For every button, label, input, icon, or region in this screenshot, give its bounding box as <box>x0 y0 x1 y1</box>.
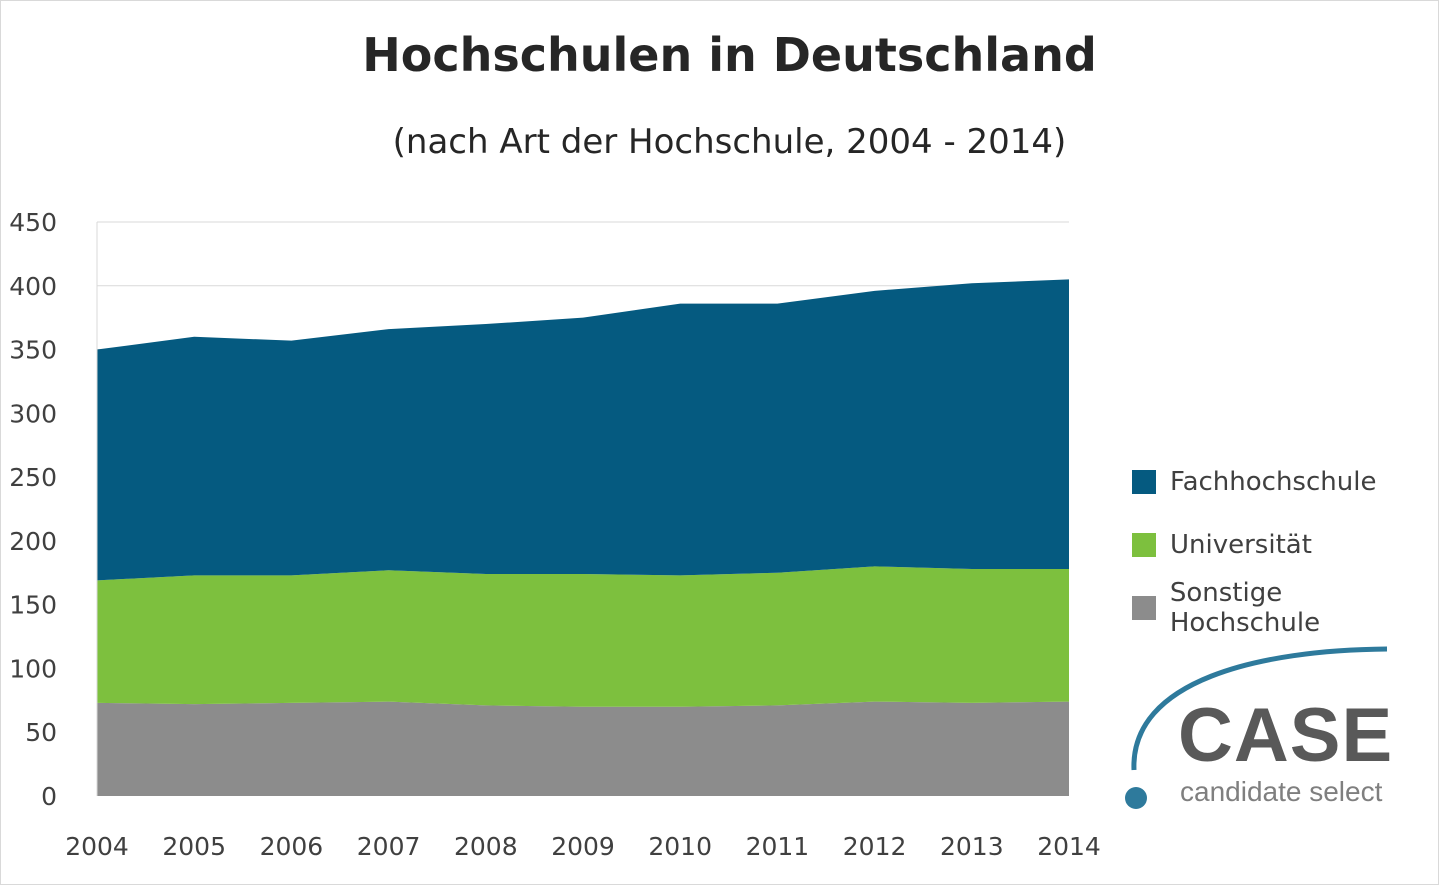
legend-label: Universität <box>1170 529 1312 560</box>
legend-label: Fachhochschule <box>1170 466 1377 497</box>
x-tick-label: 2009 <box>551 832 615 861</box>
legend: Fachhochschule Universität Sonstige Hoch… <box>1132 450 1439 639</box>
x-tick-label: 2011 <box>746 832 810 861</box>
area-fachhochschule <box>97 279 1069 581</box>
area-sonstige-hochschule <box>97 701 1069 796</box>
legend-item-universitaet: Universität <box>1132 513 1439 576</box>
legend-item-sonstige: Sonstige Hochschule <box>1132 576 1439 639</box>
y-tick-label: 0 <box>41 782 57 811</box>
legend-label: Sonstige Hochschule <box>1169 577 1321 638</box>
logo-text: CASE <box>1178 693 1394 778</box>
x-tick-label: 2014 <box>1037 832 1101 861</box>
x-tick-label: 2004 <box>65 832 129 861</box>
y-tick-label: 50 <box>25 718 57 747</box>
x-tick-label: 2007 <box>357 832 421 861</box>
legend-swatch <box>1132 532 1156 557</box>
chart-subtitle: (nach Art der Hochschule, 2004 - 2014) <box>392 122 1067 162</box>
legend-swatch <box>1132 469 1156 494</box>
legend-item-fachhochschule: Fachhochschule <box>1132 450 1439 513</box>
y-tick-label: 350 <box>9 336 57 365</box>
y-tick-label: 200 <box>9 527 57 556</box>
case-logo: CASE candidate select <box>1120 640 1400 820</box>
x-tick-label: 2010 <box>648 832 712 861</box>
chart-title: Hochschulen in Deutschland <box>362 28 1097 82</box>
x-tick-label: 2013 <box>940 832 1004 861</box>
x-tick-label: 2005 <box>162 832 226 861</box>
area-universit-t <box>97 566 1069 707</box>
x-tick-label: 2006 <box>260 832 324 861</box>
x-tick-label: 2012 <box>843 832 907 861</box>
logo-tagline: candidate select <box>1180 776 1383 807</box>
y-tick-label: 250 <box>9 463 57 492</box>
legend-swatch <box>1132 595 1156 620</box>
y-tick-label: 300 <box>9 399 57 428</box>
y-tick-label: 150 <box>9 591 57 620</box>
y-tick-label: 100 <box>9 654 57 683</box>
y-tick-label: 400 <box>9 272 57 301</box>
x-tick-label: 2008 <box>454 832 518 861</box>
y-tick-label: 450 <box>9 208 57 237</box>
logo-arc-icon <box>1125 646 1388 809</box>
